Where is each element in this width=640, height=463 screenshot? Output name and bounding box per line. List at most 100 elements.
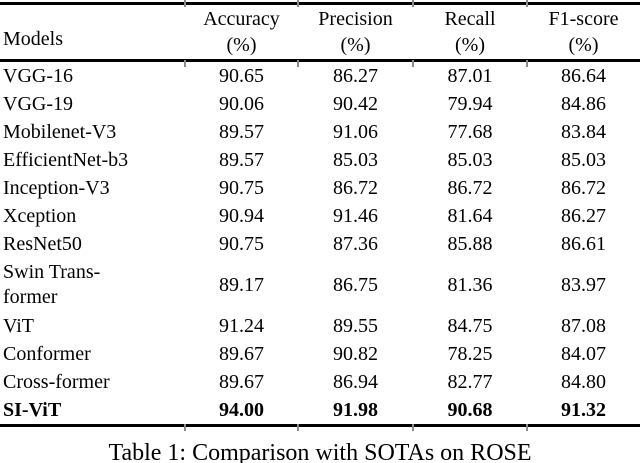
rule-tick	[184, 0, 186, 7]
f1-cell: 83.84	[561, 120, 606, 143]
rule-tick	[412, 424, 414, 431]
model-name-cell: ViT	[3, 314, 35, 337]
table-row: VGG-19 90.06 90.42 79.94 84.86	[0, 90, 640, 118]
column-header-precision: Precision (%)	[298, 4, 413, 61]
precision-cell: 89.55	[333, 314, 378, 337]
model-name-cell: VGG-19	[3, 92, 73, 115]
recall-cell: 77.68	[447, 120, 493, 143]
f1-cell: 84.80	[561, 370, 606, 393]
table-caption: Table 1: Comparison with SOTAs on ROSE	[108, 440, 532, 463]
precision-cell: 91.06	[333, 120, 378, 143]
accuracy-cell: 89.57	[219, 120, 264, 143]
recall-cell: 78.25	[447, 342, 493, 365]
model-name-cell: Xception	[3, 204, 77, 227]
table-row: Cross-former 89.67 86.94 82.77 84.80	[0, 368, 640, 396]
table-row: VGG-16 90.65 86.27 87.01 86.64	[0, 61, 640, 91]
model-name-cell: Mobilenet-V3	[3, 120, 117, 143]
rule-tick	[184, 60, 186, 67]
table-row: Mobilenet-V3 89.57 91.06 77.68 83.84	[0, 118, 640, 146]
precision-cell: 86.27	[333, 64, 378, 87]
model-name-cell: ResNet50	[3, 232, 82, 255]
column-header-label: F1-score	[548, 8, 619, 30]
recall-cell: 79.94	[447, 92, 493, 115]
precision-cell: 90.42	[333, 92, 378, 115]
rule-tick	[297, 0, 299, 7]
column-header-f1-score: F1-score (%)	[527, 4, 640, 61]
recall-cell: 82.77	[447, 370, 493, 393]
precision-cell: 90.82	[333, 342, 378, 365]
recall-cell: 85.03	[447, 148, 493, 171]
f1-cell: 84.07	[561, 342, 606, 365]
rule-tick	[526, 424, 528, 431]
table-row: Conformer 89.67 90.82 78.25 84.07	[0, 340, 640, 368]
accuracy-cell: 89.57	[219, 148, 264, 171]
f1-cell: 86.72	[561, 176, 606, 199]
model-name-cell: Cross-former	[3, 370, 110, 393]
rule-tick	[412, 60, 414, 67]
table-row: ResNet50 90.75 87.36 85.88 86.61	[0, 230, 640, 258]
f1-cell: 86.64	[561, 64, 606, 87]
precision-cell: 86.72	[333, 176, 378, 199]
accuracy-cell: 90.75	[219, 232, 264, 255]
comparison-table: Models Accuracy (%) Precision (%) Recall…	[0, 2, 640, 427]
precision-cell: 86.94	[333, 370, 378, 393]
accuracy-cell: 94.00	[219, 398, 264, 421]
table-row: Xception 90.94 91.46 81.64 86.27	[0, 202, 640, 230]
column-header-label: Precision	[318, 8, 393, 30]
model-name-cell: Conformer	[3, 342, 91, 365]
accuracy-cell: 90.06	[219, 92, 264, 115]
accuracy-cell: 89.67	[219, 342, 264, 365]
recall-cell: 81.64	[447, 204, 493, 227]
accuracy-cell: 90.75	[219, 176, 264, 199]
recall-cell: 84.75	[447, 314, 493, 337]
recall-cell: 85.88	[447, 232, 493, 255]
table-row: Swin Trans- former 89.17 86.75 81.36 83.…	[0, 258, 640, 312]
column-header-label: Accuracy	[203, 8, 280, 30]
accuracy-cell: 91.24	[219, 314, 264, 337]
f1-cell: 85.03	[561, 148, 606, 171]
table-row-proposed-method: SI-ViT 94.00 91.98 90.68 91.32	[0, 396, 640, 426]
accuracy-cell: 89.67	[219, 370, 264, 393]
accuracy-cell: 90.65	[219, 64, 264, 87]
f1-cell: 86.61	[561, 232, 606, 255]
column-header-label: Recall	[444, 8, 496, 30]
rule-tick	[184, 424, 186, 431]
precision-cell: 91.46	[333, 204, 378, 227]
precision-cell: 87.36	[333, 232, 378, 255]
table-row: EfficientNet-b3 89.57 85.03 85.03 85.03	[0, 146, 640, 174]
model-name-cell: VGG-16	[3, 64, 73, 87]
header-row: Models Accuracy (%) Precision (%) Recall…	[0, 4, 640, 61]
column-header-unit: (%)	[226, 34, 257, 56]
recall-cell: 90.68	[447, 398, 493, 421]
rule-tick	[297, 424, 299, 431]
recall-cell: 86.72	[447, 176, 493, 199]
model-name-cell: Inception-V3	[3, 176, 110, 199]
precision-cell: 91.98	[333, 398, 378, 421]
column-header-unit: (%)	[568, 34, 599, 56]
f1-cell: 86.27	[561, 204, 606, 227]
column-header-unit: (%)	[455, 34, 485, 56]
column-header-recall: Recall (%)	[413, 4, 527, 61]
accuracy-cell: 89.17	[219, 273, 264, 296]
recall-cell: 81.36	[447, 273, 493, 296]
table-row: ViT 91.24 89.55 84.75 87.08	[0, 312, 640, 340]
column-header-unit: (%)	[340, 34, 371, 56]
rule-tick	[412, 0, 414, 7]
column-header-accuracy: Accuracy (%)	[185, 4, 298, 61]
recall-cell: 87.01	[447, 64, 493, 87]
f1-cell: 84.86	[561, 92, 606, 115]
model-name-cell: SI-ViT	[3, 398, 62, 421]
precision-cell: 85.03	[333, 148, 378, 171]
rule-tick	[526, 60, 528, 67]
table-row: Inception-V3 90.75 86.72 86.72 86.72	[0, 174, 640, 202]
f1-cell: 83.97	[561, 273, 606, 296]
model-name-cell: EfficientNet-b3	[3, 148, 129, 171]
f1-cell: 87.08	[561, 314, 606, 337]
accuracy-cell: 90.94	[219, 204, 264, 227]
rule-tick	[297, 60, 299, 67]
rule-tick	[526, 0, 528, 7]
precision-cell: 86.75	[333, 273, 378, 296]
f1-cell: 91.32	[561, 398, 606, 421]
column-header-models: Models	[3, 27, 63, 50]
